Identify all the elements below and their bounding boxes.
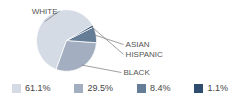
html-text:8.4%: 8.4% (150, 83, 171, 93)
svg-text:ASIAN: ASIAN (126, 40, 150, 49)
svg-text:WHITE: WHITE (32, 7, 58, 16)
svg-text:HISPANIC: HISPANIC (126, 50, 163, 59)
html-text:61.1%: 61.1% (25, 83, 51, 93)
html-text:29.5%: 29.5% (87, 83, 113, 93)
html-text:1.1%: 1.1% (207, 83, 228, 93)
svg-text:BLACK: BLACK (124, 68, 151, 77)
